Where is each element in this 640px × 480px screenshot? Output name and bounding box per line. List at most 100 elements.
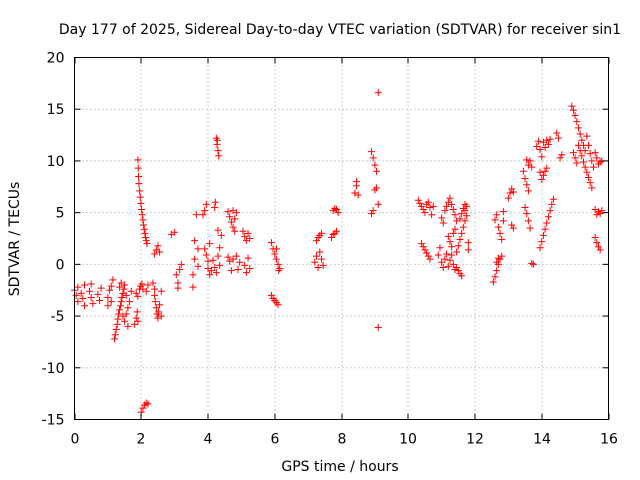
data-point bbox=[543, 136, 551, 144]
data-point bbox=[316, 248, 324, 256]
x-tick-label: 12 bbox=[466, 432, 484, 448]
data-point bbox=[142, 233, 150, 241]
data-point bbox=[107, 282, 115, 290]
data-point bbox=[77, 289, 85, 297]
y-tick-label: 20 bbox=[47, 51, 65, 67]
data-point bbox=[72, 291, 80, 299]
data-point bbox=[272, 245, 280, 253]
data-point bbox=[171, 228, 179, 236]
data-point bbox=[541, 143, 549, 151]
data-point bbox=[529, 260, 537, 268]
data-point bbox=[194, 262, 202, 270]
data-point bbox=[106, 286, 114, 294]
data-point bbox=[192, 211, 200, 219]
data-point bbox=[584, 173, 592, 181]
data-point bbox=[149, 279, 157, 287]
data-point bbox=[461, 217, 469, 225]
data-point bbox=[596, 158, 604, 166]
data-point bbox=[116, 283, 124, 291]
data-point bbox=[122, 291, 130, 299]
data-point bbox=[212, 269, 220, 277]
data-point bbox=[177, 260, 185, 268]
data-point bbox=[443, 250, 451, 258]
data-point bbox=[464, 246, 472, 254]
data-point bbox=[131, 320, 139, 328]
data-point bbox=[543, 219, 551, 227]
data-point bbox=[456, 215, 464, 223]
y-tick-label: 10 bbox=[47, 154, 65, 170]
data-point bbox=[436, 244, 444, 252]
data-point bbox=[368, 148, 376, 156]
data-point bbox=[332, 206, 340, 214]
data-point bbox=[81, 281, 89, 289]
data-point bbox=[538, 176, 546, 184]
data-point bbox=[242, 269, 250, 277]
data-point bbox=[117, 298, 125, 306]
data-point bbox=[144, 400, 152, 408]
data-point bbox=[464, 239, 472, 247]
data-point bbox=[598, 207, 606, 215]
data-point bbox=[499, 217, 507, 225]
data-point bbox=[418, 240, 426, 248]
data-point bbox=[135, 180, 143, 188]
data-point bbox=[459, 223, 467, 231]
data-point bbox=[176, 266, 184, 274]
data-point bbox=[543, 164, 551, 172]
data-point bbox=[215, 152, 223, 160]
data-point bbox=[227, 267, 235, 275]
data-point bbox=[201, 245, 209, 253]
data-point bbox=[446, 238, 454, 246]
data-point bbox=[496, 255, 504, 263]
data-point bbox=[494, 254, 502, 262]
data-point bbox=[139, 216, 147, 224]
data-point bbox=[267, 239, 275, 247]
data-point bbox=[544, 140, 552, 148]
data-point bbox=[586, 179, 594, 187]
data-point bbox=[499, 208, 507, 216]
data-point bbox=[214, 147, 222, 155]
data-point bbox=[593, 211, 601, 219]
data-point bbox=[231, 227, 239, 235]
data-point bbox=[156, 248, 164, 256]
data-point bbox=[448, 200, 456, 208]
data-point bbox=[216, 261, 224, 269]
data-point bbox=[107, 298, 115, 306]
data-point bbox=[576, 130, 584, 138]
data-point bbox=[456, 236, 464, 244]
data-point bbox=[122, 310, 130, 318]
data-point bbox=[451, 211, 459, 219]
data-point bbox=[126, 298, 134, 306]
data-point bbox=[373, 184, 381, 192]
data-point bbox=[111, 335, 119, 343]
data-point bbox=[558, 151, 566, 159]
data-point bbox=[226, 213, 234, 221]
data-point bbox=[115, 310, 123, 318]
data-point bbox=[441, 207, 449, 215]
data-point bbox=[439, 219, 447, 227]
data-point bbox=[421, 246, 429, 254]
data-point bbox=[454, 267, 462, 275]
data-point bbox=[157, 312, 165, 320]
data-point bbox=[588, 184, 596, 192]
data-point bbox=[448, 251, 456, 259]
data-point bbox=[314, 263, 322, 271]
chart-title: Day 177 of 2025, Sidereal Day-to-day VTE… bbox=[59, 22, 621, 38]
data-point bbox=[114, 315, 122, 323]
data-point bbox=[199, 211, 207, 219]
data-point bbox=[142, 237, 150, 245]
data-point bbox=[174, 284, 182, 292]
data-point bbox=[538, 238, 546, 246]
data-point bbox=[449, 206, 457, 214]
data-point bbox=[124, 322, 132, 330]
data-point bbox=[581, 163, 589, 171]
data-point bbox=[127, 287, 135, 295]
data-point bbox=[213, 136, 221, 144]
data-point bbox=[138, 211, 146, 219]
data-point bbox=[154, 242, 162, 250]
data-point bbox=[132, 289, 140, 297]
data-point bbox=[272, 255, 280, 263]
data-point bbox=[202, 251, 210, 259]
data-point bbox=[578, 152, 586, 160]
data-point bbox=[593, 239, 601, 247]
data-point bbox=[224, 253, 232, 261]
